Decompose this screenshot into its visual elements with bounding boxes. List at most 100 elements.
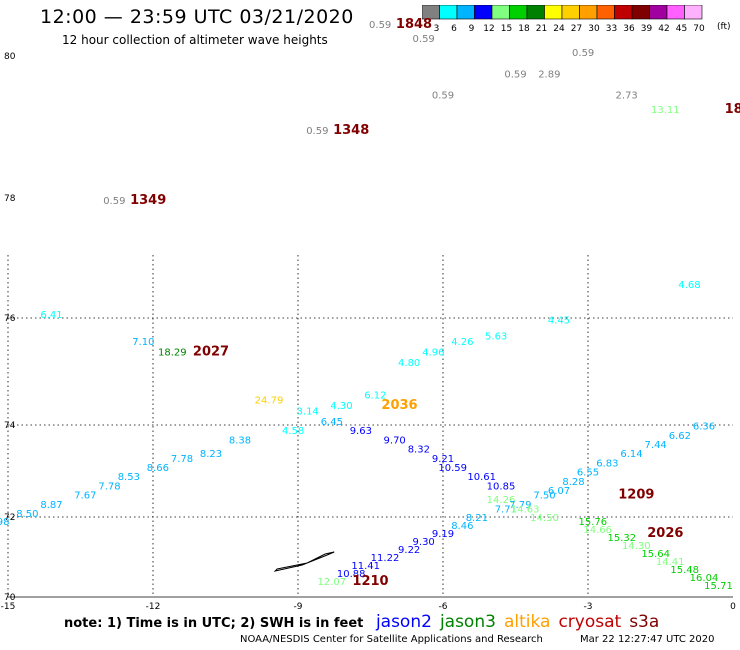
satellite-legend-s3a: s3a (629, 612, 660, 632)
latitude-tick-label: 72 (4, 513, 15, 523)
wave-height-label: 9.63 (350, 426, 372, 437)
wave-height-label: 9.19 (432, 529, 454, 540)
wave-height-label: 10.85 (487, 481, 516, 492)
wave-height-label: 4.58 (282, 426, 304, 437)
colorbar-level: 15 (501, 24, 512, 34)
wave-height-label: 24.79 (255, 396, 284, 407)
colorbar-level: 42 (658, 24, 669, 34)
wave-height-label: 2.73 (616, 91, 638, 102)
wave-height-label: 6.12 (364, 390, 386, 401)
wave-height-label: 6.55 (577, 468, 599, 479)
generated-timestamp: Mar 22 12:27:47 UTC 2020 (580, 634, 715, 645)
wave-height-label: 15.32 (608, 533, 637, 544)
wave-height-label: 0.59 (504, 69, 526, 80)
wave-height-label: 13.11 (651, 105, 680, 116)
wave-height-label: 8.50 (16, 509, 38, 520)
pass-time-label: 1349 (130, 193, 166, 208)
wave-height-label: 0.59 (413, 34, 435, 45)
longitude-tick-label: -12 (146, 602, 161, 612)
footer-note: note: 1) Time is in UTC; 2) SWH is in fe… (64, 612, 659, 632)
wave-height-label: 0.59 (572, 48, 594, 59)
satellite-legend-jason2: jason2 (375, 612, 432, 632)
wave-height-label: 6.14 (620, 449, 642, 460)
wave-height-label: 14.26 (487, 495, 516, 506)
graticule (7, 255, 733, 598)
colorbar-level: 30 (588, 24, 600, 34)
wave-height-label: 6.62 (669, 431, 691, 442)
wave-height-label: 14.41 (656, 557, 685, 568)
colorbar-level: 33 (606, 24, 617, 34)
longitude-tick-label: -6 (439, 602, 448, 612)
colorbar-level: 9 (469, 24, 475, 34)
wave-height-label: 9.30 (413, 537, 435, 548)
pass-time-label: 1209 (618, 488, 654, 503)
pass-time-label: 1348 (333, 123, 369, 138)
pass-time-label: 1847 (725, 102, 740, 117)
wave-height-label: 14.88 (690, 0, 719, 3)
wave-height-label: 14.30 (622, 541, 651, 552)
longitude-tick-label: 0 (730, 602, 736, 612)
pass-time-label: 2036 (381, 398, 417, 413)
longitude-tick-label: -9 (294, 602, 303, 612)
wave-height-label: 16.04 (690, 573, 719, 584)
wave-height-label: 7.78 (98, 481, 120, 492)
longitude-tick-label: -15 (1, 602, 16, 612)
wave-height-label: 9.21 (432, 454, 454, 465)
wave-height-label: 8.87 (40, 500, 62, 511)
map-subtitle: 12 hour collection of altimeter wave hei… (62, 33, 328, 47)
wave-height-label: 8.23 (200, 449, 222, 460)
wave-height-label: 15.64 (641, 549, 670, 560)
colorbar-units: (ft) (717, 22, 731, 32)
colorbar-level: 21 (536, 24, 547, 34)
footer-note-text: note: 1) Time is in UTC; 2) SWH is in fe… (64, 616, 364, 631)
wave-height-label: 7.67 (74, 491, 96, 502)
pass-time-label: 2026 (647, 526, 683, 541)
wave-height-label: 9.70 (384, 435, 406, 446)
wave-height-label: 6.45 (321, 417, 343, 428)
colorbar-level: 36 (623, 24, 635, 34)
wave-height-label: 15.71 (704, 581, 733, 592)
wave-height-label: 0.59 (103, 196, 125, 207)
map-title: 12:00 — 23:59 UTC 03/21/2020 (40, 6, 354, 28)
wave-height-label: 4.68 (678, 280, 700, 291)
wave-height-label: 4.96 (422, 347, 444, 358)
credit-line: NOAA/NESDIS Center for Satellite Applica… (240, 634, 543, 645)
wave-height-label: 8.32 (408, 445, 430, 456)
wave-height-label: 15.48 (670, 565, 699, 576)
wave-height-label: 7.71 (495, 504, 517, 515)
wave-height-map: -15 -12 -9 -6 -3 0 70 72 74 76 78 80 0.59 0.59 0.59 0.5… (0, 0, 740, 612)
latitude-tick-label: 70 (4, 593, 16, 603)
latitude-tick-label: 76 (4, 314, 16, 324)
wave-height-label: 14.50 (530, 513, 559, 524)
wave-height-label: 8.38 (229, 435, 251, 446)
wave-height-label: 14.63 (511, 504, 540, 515)
wave-height-label: 4.30 (330, 401, 352, 412)
wave-height-label: 6.83 (596, 458, 618, 469)
wave-height-label: 8.21 (466, 513, 488, 524)
wave-height-label: 4.45 (548, 315, 570, 326)
wave-height-label: 8.53 (118, 472, 140, 483)
colorbar-level: 45 (676, 24, 687, 34)
latitude-tick-label: 78 (4, 194, 16, 204)
wave-height-label: 6.36 (693, 422, 715, 433)
wave-height-label: 8.98 (0, 517, 9, 528)
pass-time-label: 1848 (396, 17, 432, 32)
wave-height-label: 8.28 (562, 477, 584, 488)
wave-height-label: 14.66 (583, 525, 612, 536)
jan-mayen-island (273, 551, 335, 572)
wave-height-label: 11.41 (351, 561, 380, 572)
colorbar-swatch (684, 5, 703, 20)
wave-height-label: 15.76 (579, 517, 608, 528)
wave-height-label: 8.46 (451, 521, 473, 532)
colorbar-level: 27 (571, 24, 582, 34)
wave-height-label: 7.10 (132, 337, 154, 348)
wave-height-label: 2.89 (538, 69, 560, 80)
colorbar-level: 24 (553, 24, 565, 34)
wave-height-label: 4.26 (451, 337, 473, 348)
wave-height-label: 0.59 (369, 20, 391, 31)
wave-height-label: 7.50 (533, 491, 555, 502)
wave-height-label: 10.61 (467, 472, 496, 483)
wave-height-label: 7.78 (171, 454, 193, 465)
wave-height-label: 0.59 (432, 91, 454, 102)
colorbar-level: 3 (434, 24, 440, 34)
